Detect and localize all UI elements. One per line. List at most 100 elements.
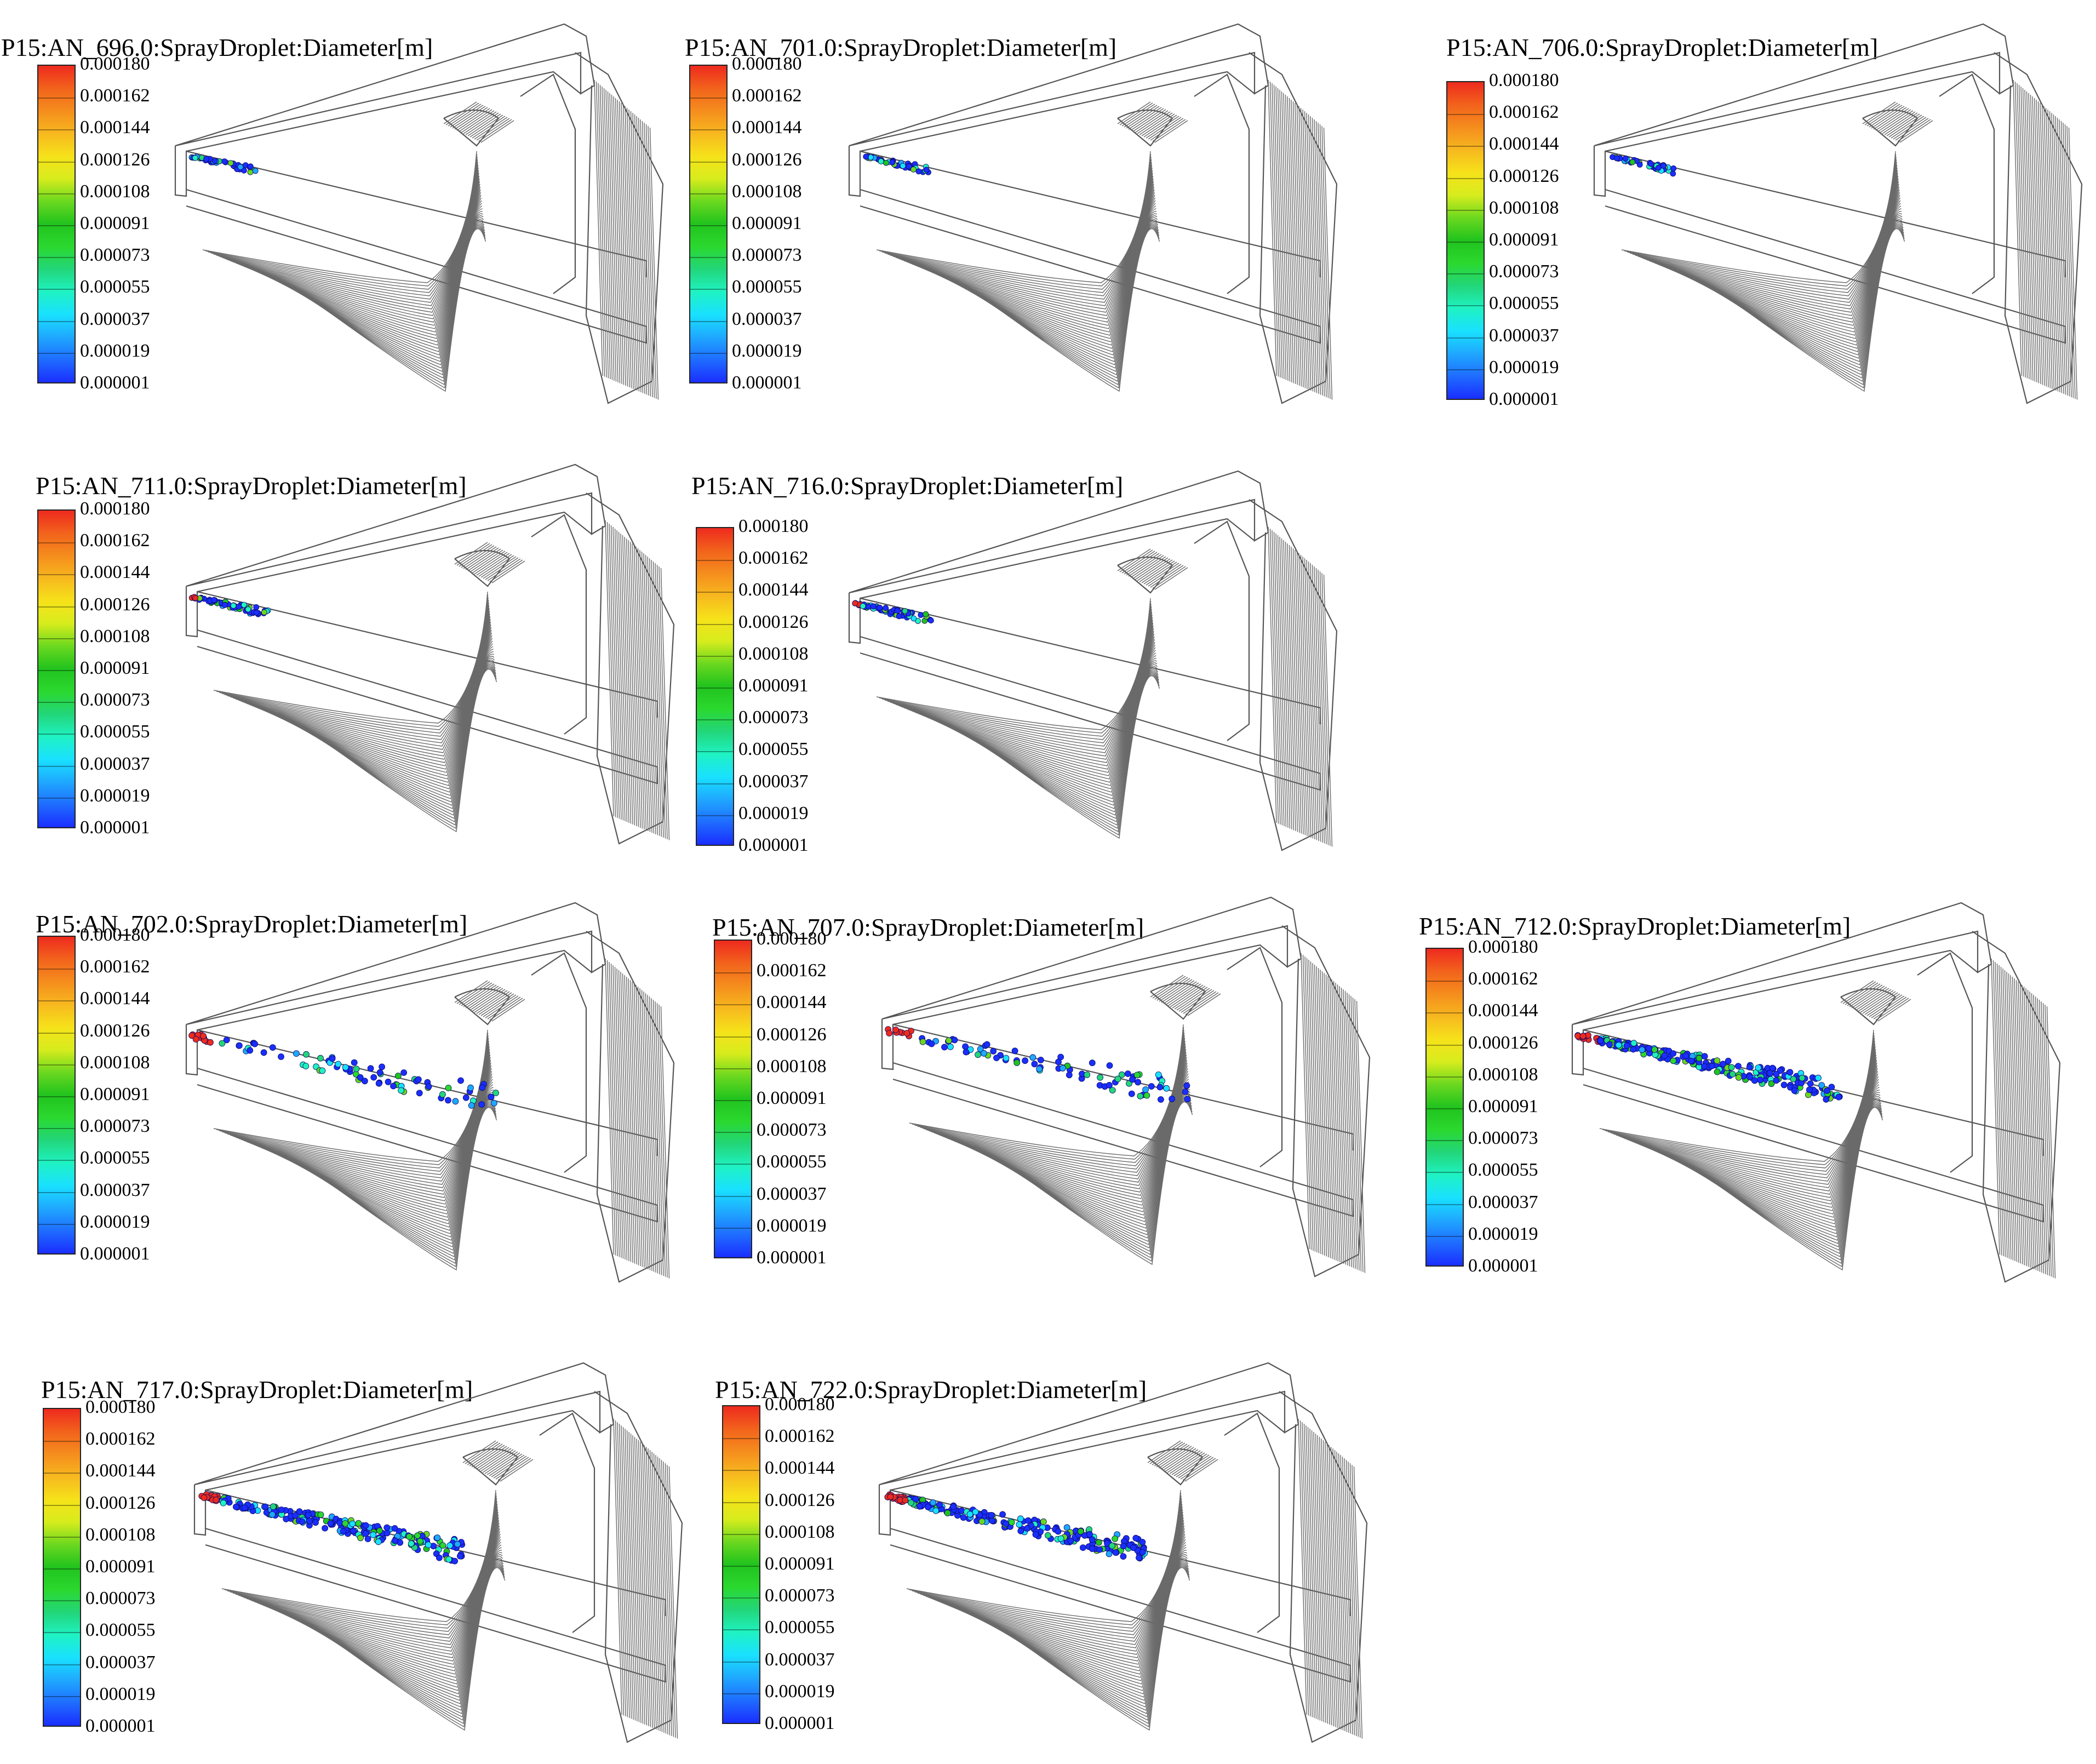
droplet	[894, 608, 901, 614]
colorbar-tick-label: 0.000073	[765, 1585, 835, 1606]
spray-chamber-scene	[185, 902, 675, 1283]
spray-droplets	[188, 594, 271, 617]
colorbar-tick-label: 0.000019	[732, 340, 802, 361]
droplet	[364, 1536, 371, 1543]
spray-droplets	[1610, 154, 1677, 177]
colorbar-tick-label: 0.000126	[738, 611, 809, 632]
colorbar-divider	[44, 1600, 80, 1602]
colorbar-tick-label: 0.000126	[765, 1490, 835, 1510]
droplet	[383, 1530, 391, 1537]
spray-droplets	[885, 1026, 1191, 1103]
spray-chamber-scene	[881, 896, 1371, 1278]
mesh-lines	[1599, 958, 2056, 1279]
colorbar-divider	[44, 1696, 80, 1697]
colorbar-tick-label: 0.000180	[80, 925, 150, 945]
colorbar-divider	[38, 1064, 75, 1066]
colorbar-tick-label: 0.000073	[738, 707, 809, 728]
droplet	[988, 1517, 995, 1524]
colorbar-tick-label: 0.000055	[738, 739, 809, 760]
droplet	[1773, 1070, 1780, 1078]
droplet	[1615, 1041, 1622, 1049]
colorbar-divider	[1427, 1140, 1463, 1142]
droplet	[1089, 1545, 1096, 1553]
droplet	[925, 1503, 931, 1510]
droplet	[892, 1026, 899, 1033]
droplet	[317, 1511, 324, 1518]
colorbar-divider	[690, 193, 726, 194]
droplet	[230, 603, 237, 609]
colorbar-tick-label: 0.000108	[80, 1052, 150, 1073]
droplet	[296, 1508, 303, 1515]
colorbar-tick-label: 0.000001	[757, 1247, 827, 1268]
colorbar-tick-label: 0.000055	[1489, 293, 1559, 314]
droplet	[1067, 1537, 1074, 1544]
colorbar-tick-label: 0.000073	[732, 245, 802, 266]
droplet	[1799, 1074, 1806, 1081]
droplet	[417, 1538, 423, 1545]
droplet	[220, 1499, 227, 1507]
colorbar-tick-label: 0.000108	[1489, 197, 1559, 218]
colorbar-divider	[44, 1473, 80, 1474]
mesh-outline	[185, 463, 675, 845]
spray-chamber-scene	[193, 1362, 683, 1743]
droplet	[439, 1542, 446, 1549]
colorbar-divider	[690, 129, 726, 131]
colorbar-divider	[690, 98, 726, 99]
colorbar-divider	[38, 606, 75, 608]
droplet	[923, 611, 929, 617]
colorbar-divider	[1427, 1235, 1463, 1237]
colorbar-divider	[38, 320, 75, 322]
droplet	[434, 1534, 441, 1541]
droplet	[391, 1525, 398, 1532]
colorbar-tick-label: 0.000091	[732, 213, 802, 233]
colorbar-tick-label: 0.000019	[757, 1215, 827, 1236]
droplet	[233, 1503, 239, 1510]
colorbar-tick-label: 0.000073	[80, 245, 150, 266]
colorbar-divider	[38, 289, 75, 290]
droplet	[947, 1043, 954, 1050]
droplet	[1029, 1054, 1036, 1061]
droplet	[1037, 1056, 1044, 1063]
droplet	[1106, 1550, 1113, 1557]
droplet	[1700, 1063, 1708, 1070]
droplet	[240, 167, 247, 174]
colorbar-divider	[697, 560, 733, 562]
colorbar-divider	[697, 783, 733, 784]
panel-title: P15:AN_696.0:SprayDroplet:Diameter[m]	[1, 33, 433, 61]
spray-droplets	[188, 153, 259, 175]
colorbar-tick-label: 0.000091	[80, 658, 150, 678]
droplet	[1714, 1057, 1721, 1064]
droplet	[327, 1520, 334, 1527]
droplet	[236, 603, 242, 610]
colorbar-tick-label: 0.000055	[80, 1148, 150, 1169]
droplet	[886, 1030, 893, 1036]
droplet	[1786, 1069, 1794, 1076]
colorbar-tick-label: 0.000001	[80, 373, 150, 393]
colorbar-tick-label: 0.000126	[1489, 165, 1559, 186]
droplet	[1746, 1073, 1753, 1080]
droplet	[468, 1102, 475, 1109]
droplet	[1112, 1549, 1119, 1556]
panel-title: P15:AN_701.0:SprayDroplet:Diameter[m]	[685, 33, 1117, 61]
colorbar-tick-label: 0.000019	[80, 1211, 150, 1232]
colorbar-tick-label: 0.000037	[1468, 1192, 1538, 1212]
colorbar-tick-label: 0.000091	[765, 1554, 835, 1574]
colorbar-tick-label: 0.000037	[85, 1652, 156, 1673]
colorbar-divider	[690, 257, 726, 259]
droplet	[488, 1093, 495, 1101]
droplet	[1031, 1061, 1038, 1068]
droplet	[454, 1540, 461, 1548]
droplet	[978, 1518, 986, 1525]
droplet	[1017, 1515, 1024, 1522]
droplet	[335, 1061, 342, 1068]
droplet	[1008, 1519, 1015, 1526]
droplet	[1639, 1046, 1646, 1053]
droplet	[1670, 1050, 1677, 1057]
colorbar-divider	[38, 129, 75, 131]
droplet	[362, 1530, 369, 1537]
droplet	[1148, 1083, 1155, 1090]
colorbar-divider	[1447, 369, 1484, 370]
colorbar-divider	[38, 969, 75, 970]
droplet	[383, 1524, 391, 1531]
droplet	[1773, 1077, 1780, 1084]
